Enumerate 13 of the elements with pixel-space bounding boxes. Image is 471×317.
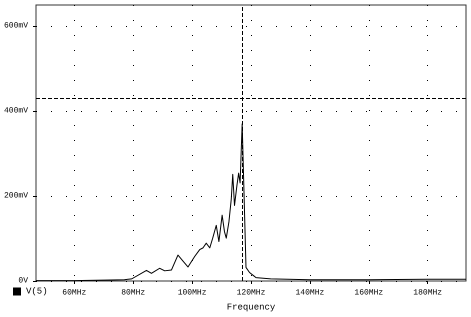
y-tick-label: 200mV xyxy=(4,192,28,201)
x-axis-title: Frequency xyxy=(226,302,276,312)
x-tick-label: 100MHz xyxy=(178,288,207,298)
x-tick-label: 80MHz xyxy=(121,288,146,298)
x-tick-label: 60MHz xyxy=(62,288,86,298)
y-tick-label: 0V xyxy=(18,276,28,286)
legend-label: V(5) xyxy=(26,286,48,296)
y-tick-label: 400mV xyxy=(4,106,28,116)
x-tick-label: 140MHz xyxy=(296,288,324,298)
x-tick-label: 160MHz xyxy=(354,288,384,298)
x-tick-label: 120MHz xyxy=(236,288,266,298)
y-tick-label: 600mV xyxy=(4,22,28,31)
x-tick-label: 180MHz xyxy=(413,288,442,298)
